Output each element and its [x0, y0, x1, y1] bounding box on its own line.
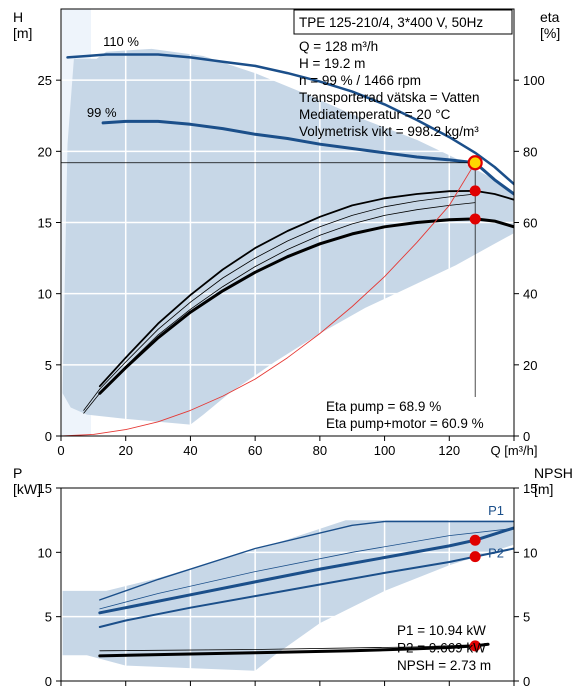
power-info-line-2: NPSH = 2.73 m — [397, 658, 491, 673]
power-series-npsh-aux-5 — [99, 643, 489, 652]
info-line-2: n = 99 % / 1466 rpm — [299, 73, 421, 88]
power-plot-frame — [60, 487, 515, 682]
head-tick-label: 10 — [38, 287, 52, 302]
power-axis-label-line-2: [kW] — [13, 481, 41, 497]
head-series-eta-5 — [83, 202, 476, 414]
eta-point-0 — [469, 185, 481, 197]
efficiency-line-1: Eta pump+motor = 60.9 % — [326, 416, 484, 431]
efficiency-label-bg — [322, 397, 505, 433]
power-tick-label: 0 — [45, 674, 52, 689]
head-tick-label: 0 — [45, 429, 52, 444]
eta-tick-label: 20 — [523, 358, 537, 373]
curve-label-99: 99 % — [87, 105, 117, 120]
power-axis-ticks: 0 0 5 5 10 10 15 15 — [38, 481, 538, 689]
head-series-head-0 — [66, 53, 514, 186]
curve-label-p1: P1 — [488, 503, 504, 518]
eta-axis-label: eta [%] — [540, 9, 563, 41]
efficiency-line-0: Eta pump = 68.9 % — [326, 399, 441, 414]
curve-label-p2: P2 — [488, 545, 504, 560]
npsh-tick-label: 15 — [523, 481, 537, 496]
npsh-tick-label: 10 — [523, 545, 537, 560]
eta-tick-label: 100 — [523, 73, 545, 88]
power-tick-label: 10 — [38, 545, 52, 560]
head-operating-range — [62, 48, 514, 425]
x-tick-label: Q [m³/h] — [491, 443, 538, 458]
power-point-0 — [469, 534, 481, 546]
chart-title-box — [293, 9, 513, 35]
head-axis-label-line-2: [m] — [13, 25, 32, 41]
head-panel: 0 20 40 60 80 100 120 Q [m³/h]05101520250204060… — [13, 8, 563, 458]
head-tick-label: 25 — [38, 73, 52, 88]
x-tick-label: 20 — [118, 443, 132, 458]
power-series-power-aux-3 — [99, 527, 514, 610]
power-operating-range — [62, 520, 514, 671]
power-series-power-0 — [98, 526, 514, 615]
head-series-head-1 — [101, 119, 514, 197]
npsh-axis-label-line-2: [m] — [534, 481, 553, 497]
head-axis-label-line-1: H — [13, 9, 23, 25]
head-axis-label: H [m] — [13, 9, 32, 41]
power-axis-label-line-1: P — [13, 465, 22, 481]
power-point-1 — [469, 551, 481, 563]
x-tick-label: 60 — [248, 443, 262, 458]
head-series — [61, 53, 514, 436]
eta-point-1 — [469, 213, 481, 225]
x-tick-label: 80 — [313, 443, 327, 458]
head-series-system-6 — [61, 162, 476, 436]
power-tick-label: 5 — [45, 610, 52, 625]
head-tick-label: 5 — [45, 358, 52, 373]
eta-axis-label-line-2: [%] — [540, 25, 560, 41]
npsh-axis-label-line-1: NPSH — [534, 465, 573, 481]
power-series-power-1 — [98, 547, 514, 628]
power-point-2 — [469, 640, 481, 652]
head-series-eta-3 — [98, 189, 514, 388]
info-line-4: Mediatemperatur = 20 °C — [299, 107, 451, 122]
head-grid — [61, 9, 514, 436]
power-info-line-0: P1 = 10.94 kW — [397, 623, 486, 638]
x-tick-label: 120 — [438, 443, 460, 458]
info-line-1: H = 19.2 m — [299, 56, 365, 71]
head-series-eta-2 — [98, 217, 514, 395]
power-series — [98, 520, 514, 658]
power-overlay: P1 P2 P1 = 10.94 kW P2 = 9.669 kW NPSH = 2.7… — [397, 503, 504, 673]
head-tick-label: 15 — [38, 216, 52, 231]
info-line-5: Volymetrisk vikt = 998.2 kg/m³ — [299, 124, 479, 139]
operating-point-marker — [467, 155, 483, 171]
x-tick-label: 100 — [374, 443, 396, 458]
power-axis-label: P [kW] — [13, 465, 41, 497]
power-tick-label: 15 — [38, 481, 52, 496]
eta-tick-label: 80 — [523, 144, 537, 159]
info-line-3: Transporterad vätska = Vatten — [299, 90, 479, 105]
head-axis-ticks: 0 20 40 60 80 100 120 Q [m³/h]05101520250204060… — [38, 73, 545, 458]
x-tick-label: 0 — [57, 443, 64, 458]
eta-axis-label-line-1: eta — [540, 9, 560, 25]
eta-tick-label: 40 — [523, 287, 537, 302]
info-line-0: Q = 128 m³/h — [299, 39, 378, 54]
curve-label-110: 110 % — [103, 34, 139, 49]
head-tick-label: 20 — [38, 144, 52, 159]
head-overlay: 110 % 99 % Q = 128 m³/h H = 19.2 m n = 99 % … — [87, 34, 505, 433]
x-tick-label: 40 — [183, 443, 197, 458]
head-series-eta-4 — [83, 193, 476, 411]
npsh-axis-label: NPSH [m] — [534, 465, 577, 497]
chart-title: TPE 125-210/4, 3*400 V, 50Hz — [299, 15, 483, 30]
npsh-tick-label: 0 — [523, 674, 530, 689]
power-panel: 0 0 5 5 10 10 15 15 P1 P2 P1 = 10.94 kW P2 = 9.669… — [13, 465, 577, 689]
power-series-power-max-2 — [99, 520, 514, 601]
power-info-line-1: P2 = 9.669 kW — [397, 641, 486, 656]
eta-tick-label: 60 — [523, 216, 537, 231]
npsh-tick-label: 5 — [523, 610, 530, 625]
eta-tick-label: 0 — [523, 429, 530, 444]
